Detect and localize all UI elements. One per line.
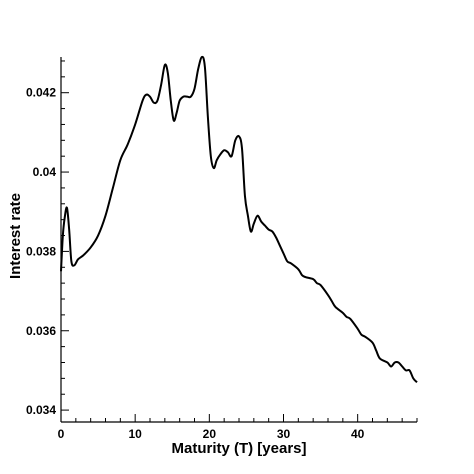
axes [60, 57, 417, 423]
x-tick-label: 0 [58, 427, 65, 441]
y-tick-label: 0.034 [26, 403, 56, 417]
plot-area [60, 55, 418, 384]
x-tick-label: 10 [128, 427, 142, 441]
y-axis-title: Interest rate [7, 193, 24, 279]
x-axis-title: Maturity (T) [years] [171, 440, 306, 457]
y-tick-label: 0.036 [26, 324, 56, 338]
x-tick-label: 40 [351, 427, 365, 441]
x-tick-label: 20 [203, 427, 217, 441]
y-tick-label: 0.04 [33, 165, 57, 179]
x-tick-label: 30 [277, 427, 291, 441]
series-line [60, 55, 418, 384]
y-tick-label: 0.042 [26, 86, 56, 100]
ticks: 0 10 20 30 40 0.034 0.036 0.038 0.04 0.042 [26, 60, 418, 441]
y-tick-label: 0.038 [26, 244, 56, 258]
